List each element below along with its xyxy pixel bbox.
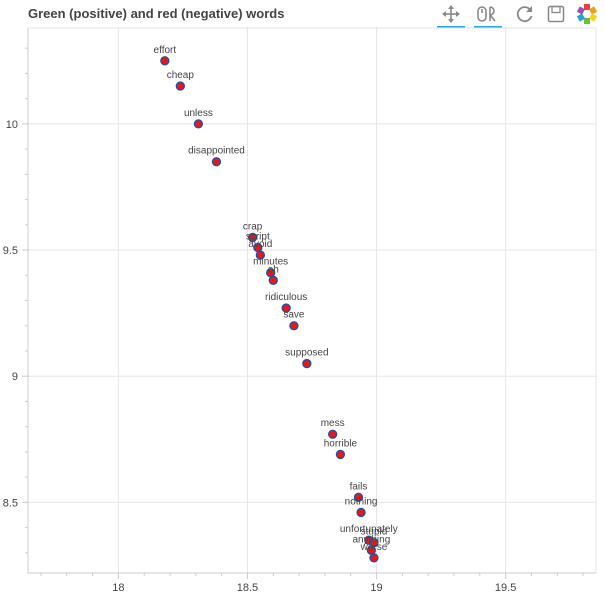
point-label-save: save — [283, 310, 305, 321]
y-tick-label: 8.5 — [3, 497, 18, 509]
points — [160, 56, 379, 563]
point-label-stupid: stupid — [361, 527, 388, 538]
x-tick-label: 18 — [112, 582, 124, 594]
y-tick-label: 10 — [6, 119, 18, 131]
scatter-point-supposed[interactable] — [302, 358, 312, 369]
scatter-point-crap[interactable] — [247, 232, 258, 243]
scatter-point-unless[interactable] — [193, 119, 204, 129]
scatter-point-worse[interactable] — [369, 553, 379, 563]
scatter-point-mess[interactable] — [328, 429, 338, 439]
axes: 18 18.5 19 19.5 8.5 9 9.5 10 — [3, 28, 596, 594]
point-label-avoid: avoid — [248, 239, 272, 250]
point-label-fails: fails — [350, 481, 368, 492]
point-label-supposed: supposed — [285, 348, 328, 359]
wheel-zoom-tool-button[interactable] — [473, 2, 503, 28]
x-tick-label: 18.5 — [237, 582, 258, 594]
scatter-point-cheap[interactable] — [175, 81, 185, 91]
chart-title: Green (positive) and red (negative) word… — [28, 6, 285, 21]
point-label-oh: oh — [268, 264, 279, 275]
toolbar — [436, 0, 605, 30]
plot-frame — [27, 27, 597, 574]
scatter-point-horrible[interactable] — [335, 449, 346, 460]
point-labels: effortcheapunlessdisappointedcrapscripta… — [154, 45, 398, 553]
point-label-worse: worse — [360, 542, 388, 553]
point-label-minutes: minutes — [253, 257, 288, 268]
point-label-unless: unless — [184, 108, 213, 119]
x-tick-label: 19.5 — [495, 582, 516, 594]
scatter-point-stupid[interactable] — [369, 538, 379, 548]
y-tick-label: 9.5 — [3, 245, 18, 257]
scatter-point-disappointed[interactable] — [211, 157, 222, 167]
pan-tool-button[interactable] — [436, 2, 466, 28]
point-label-horrible: horrible — [324, 438, 358, 449]
scatter-point-oh[interactable] — [268, 275, 278, 285]
point-label-nothing: nothing — [345, 496, 378, 507]
reset-tool-button[interactable] — [510, 2, 540, 26]
bokeh-logo-link[interactable] — [572, 2, 602, 26]
wheel-zoom-icon — [477, 6, 496, 22]
bokeh-logo-icon — [576, 4, 598, 24]
scatter-point-effort[interactable] — [160, 56, 170, 66]
point-label-disappointed: disappointed — [188, 146, 245, 157]
x-tick-label: 19 — [370, 582, 382, 594]
point-label-cheap: cheap — [167, 70, 195, 81]
save-tool-button[interactable] — [541, 2, 571, 26]
point-label-script: script — [246, 232, 270, 243]
point-label-unfortunately: unfortunately — [340, 524, 398, 535]
scatter-point-avoid[interactable] — [255, 250, 266, 260]
reset-icon — [516, 6, 533, 23]
point-label-mess: mess — [321, 418, 345, 429]
scatter-point-fails[interactable] — [353, 492, 364, 502]
save-icon — [547, 5, 565, 23]
scatter-point-ridiculous[interactable] — [281, 303, 291, 313]
point-label-ridiculous: ridiculous — [265, 292, 307, 303]
pan-icon — [442, 5, 460, 23]
point-label-crap: crap — [243, 221, 263, 232]
point-label-anything: anything — [352, 534, 390, 545]
grid — [28, 28, 596, 573]
scatter-point-save[interactable] — [289, 321, 299, 331]
point-label-effort: effort — [154, 45, 177, 56]
scatter-point-nothing[interactable] — [356, 507, 366, 518]
y-tick-label: 9 — [12, 371, 18, 383]
